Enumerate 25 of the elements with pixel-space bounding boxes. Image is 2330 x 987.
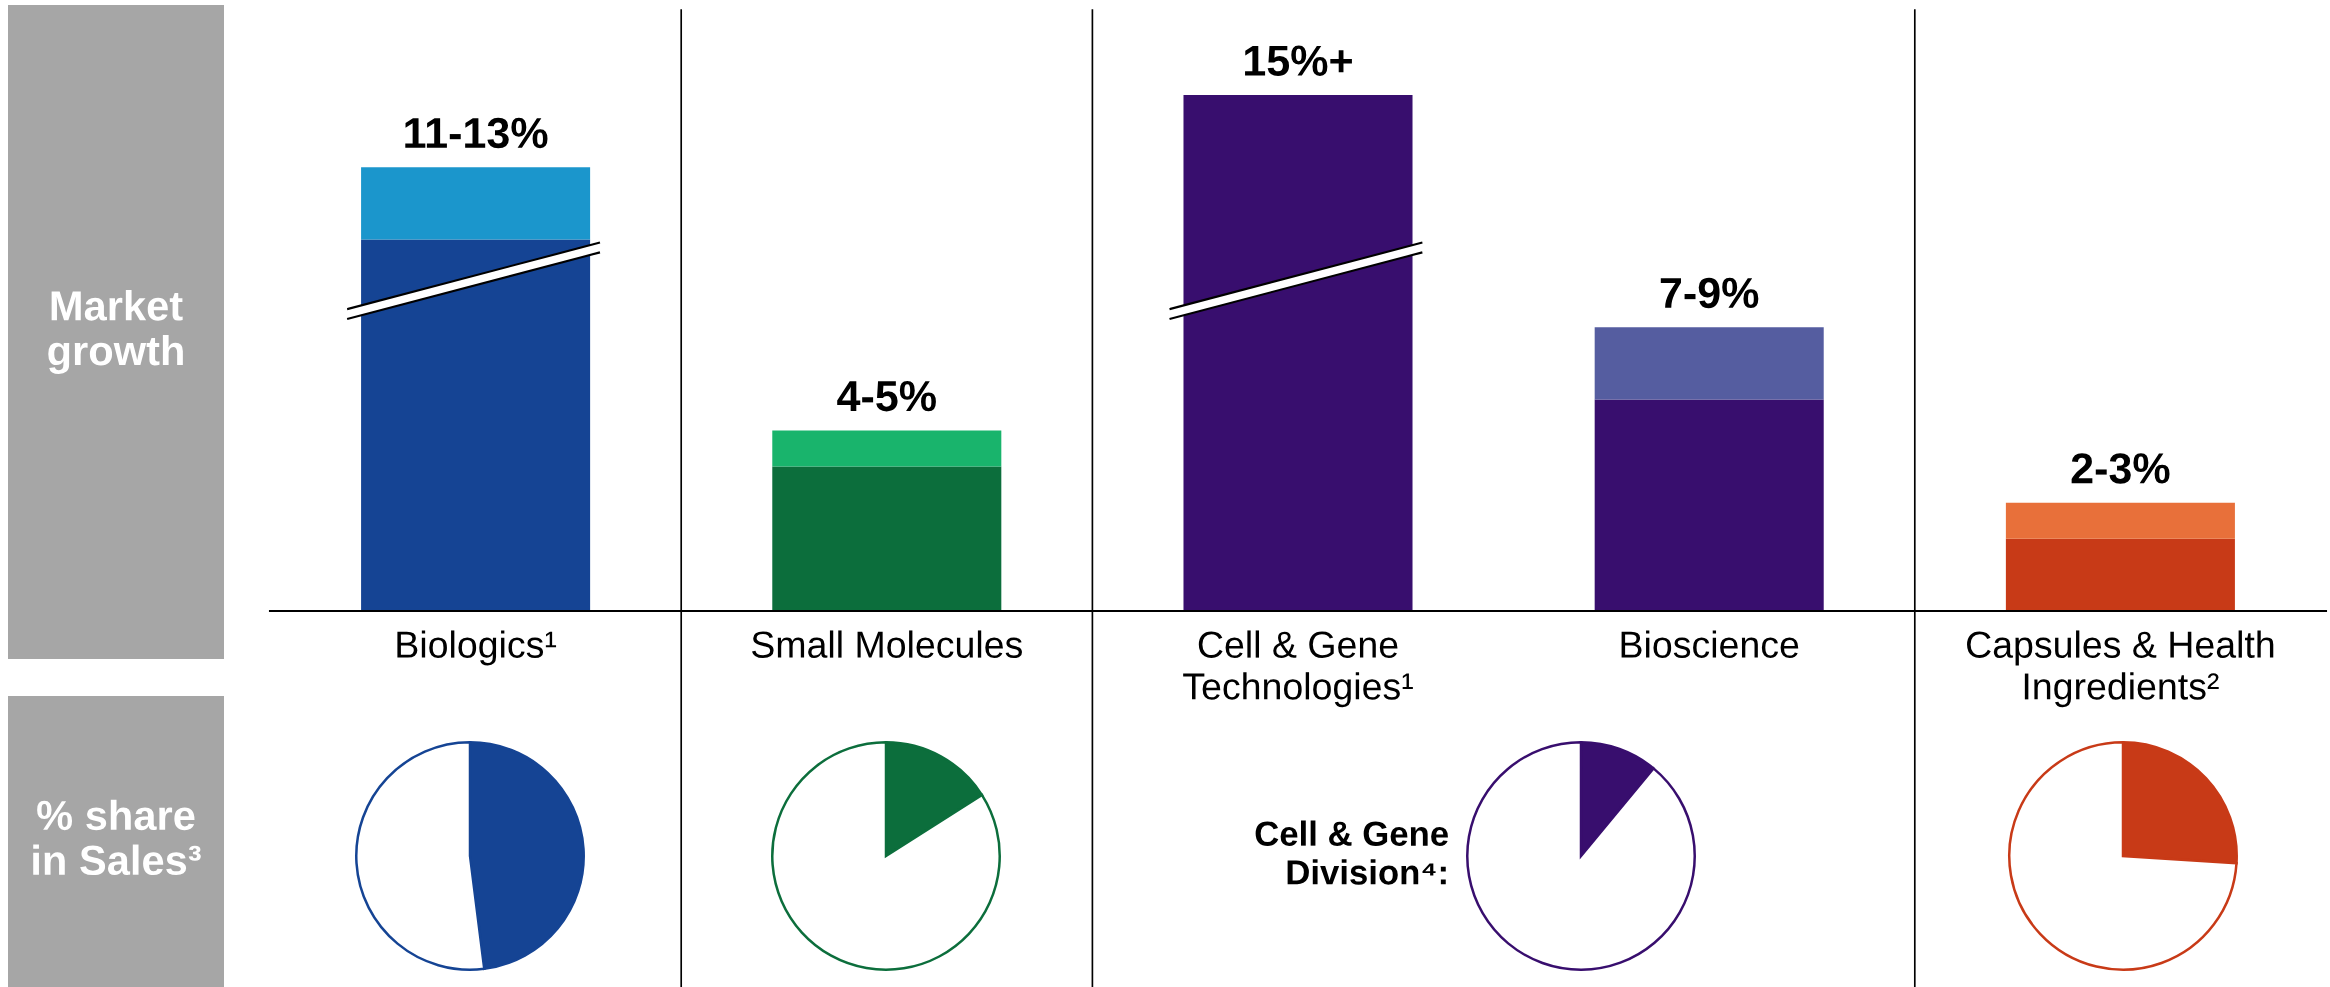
y-axis-title: Market growth	[48, 290, 183, 374]
x-tick-label: Small Molecules	[752, 630, 1022, 658]
x-tick-label: Biologics¹	[397, 630, 557, 666]
text: % share in Sales³	[33, 799, 201, 876]
annotation: 2-3%	[2071, 453, 2170, 484]
pie-slice	[2008, 741, 2238, 971]
bar	[361, 167, 591, 240]
bar	[1594, 327, 1824, 400]
bar	[1594, 399, 1824, 611]
annotation: 7-9%	[1660, 277, 1759, 309]
text: Cell & Gene Division⁴:	[1255, 820, 1448, 885]
bar	[2005, 538, 2235, 611]
pie-slice	[771, 741, 1001, 971]
x-tick-label: Bioscience	[1621, 630, 1799, 658]
annotation: 11-13%	[405, 117, 548, 149]
annotation: 4-5%	[837, 381, 936, 412]
annotation: 15%+	[1245, 45, 1352, 76]
bar	[361, 239, 591, 611]
bar	[2005, 502, 2235, 539]
pie-slice	[1466, 741, 1696, 971]
bar	[1183, 95, 1413, 611]
x-tick-label: Capsules & Health Ingredients²	[1967, 630, 2274, 708]
bar	[772, 466, 1002, 611]
x-tick-label: Cell & Gene Technologies¹	[1183, 630, 1413, 708]
bar	[772, 430, 1002, 467]
